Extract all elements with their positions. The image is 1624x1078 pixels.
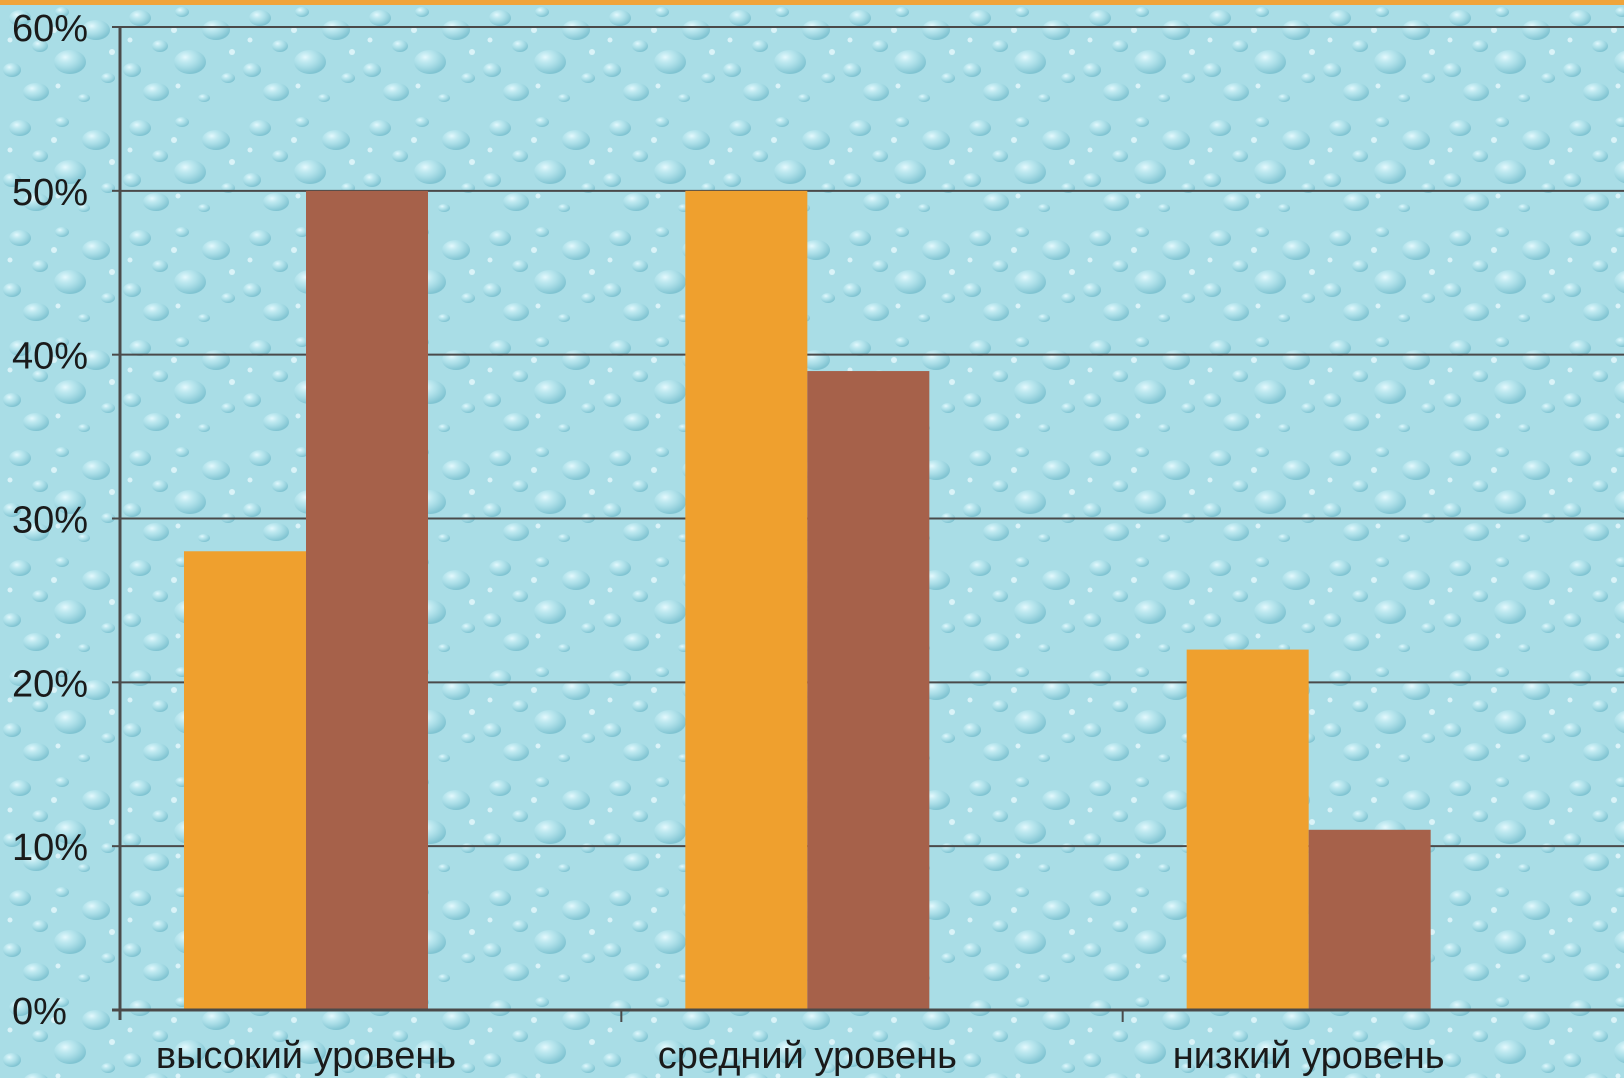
bar-3-series-2 bbox=[1308, 829, 1431, 1010]
bar-1-series-2 bbox=[306, 190, 428, 1011]
x-tick-label: средний уровень bbox=[658, 1035, 957, 1077]
y-tick-label: 30% bbox=[12, 500, 88, 542]
tick-labels: 0% 10% 20% 30% 40% 50% 60% высокий уровень средн… bbox=[12, 8, 1445, 1077]
x-tick-label: высокий уровень bbox=[156, 1035, 456, 1077]
bar-2-series-2 bbox=[807, 371, 930, 1010]
bar-1-series-1 bbox=[184, 551, 306, 1010]
y-tick-label: 40% bbox=[12, 336, 88, 378]
bar-3-series-1 bbox=[1186, 649, 1309, 1010]
bar-2-series-1 bbox=[685, 190, 808, 1011]
axes bbox=[112, 26, 1624, 1022]
bars bbox=[184, 190, 1431, 1011]
y-tick-label: 50% bbox=[12, 172, 88, 214]
y-tick-label: 20% bbox=[12, 663, 88, 705]
y-tick-label: 10% bbox=[12, 827, 88, 869]
y-tick-label: 0% bbox=[12, 991, 67, 1033]
y-tick-label: 60% bbox=[12, 8, 88, 50]
x-tick-label: низкий уровень bbox=[1173, 1035, 1445, 1077]
chart-top-border bbox=[0, 0, 1624, 5]
